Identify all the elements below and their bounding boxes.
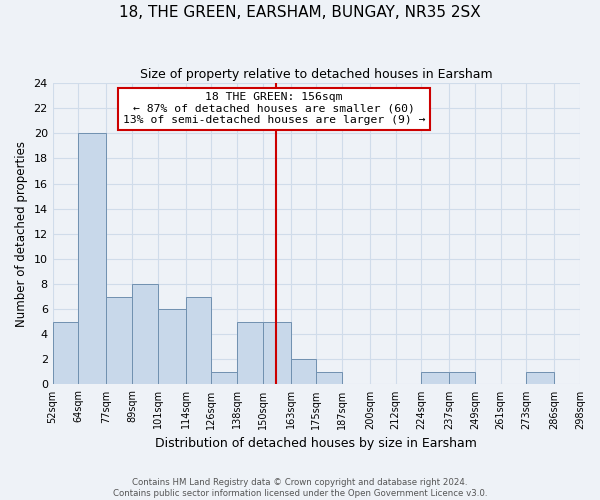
Bar: [263, 322, 290, 384]
Bar: [158, 309, 185, 384]
Bar: [316, 372, 342, 384]
Y-axis label: Number of detached properties: Number of detached properties: [15, 140, 28, 326]
X-axis label: Distribution of detached houses by size in Earsham: Distribution of detached houses by size …: [155, 437, 477, 450]
Bar: [211, 372, 237, 384]
Bar: [185, 296, 211, 384]
Text: 18 THE GREEN: 156sqm
← 87% of detached houses are smaller (60)
13% of semi-detac: 18 THE GREEN: 156sqm ← 87% of detached h…: [123, 92, 425, 126]
Bar: [526, 372, 554, 384]
Bar: [580, 372, 600, 384]
Bar: [449, 372, 475, 384]
Bar: [290, 360, 316, 384]
Text: Contains HM Land Registry data © Crown copyright and database right 2024.
Contai: Contains HM Land Registry data © Crown c…: [113, 478, 487, 498]
Bar: [79, 134, 106, 384]
Title: Size of property relative to detached houses in Earsham: Size of property relative to detached ho…: [140, 68, 493, 80]
Bar: [132, 284, 158, 384]
Bar: [53, 322, 79, 384]
Bar: [237, 322, 263, 384]
Text: 18, THE GREEN, EARSHAM, BUNGAY, NR35 2SX: 18, THE GREEN, EARSHAM, BUNGAY, NR35 2SX: [119, 5, 481, 20]
Bar: [106, 296, 132, 384]
Bar: [421, 372, 449, 384]
